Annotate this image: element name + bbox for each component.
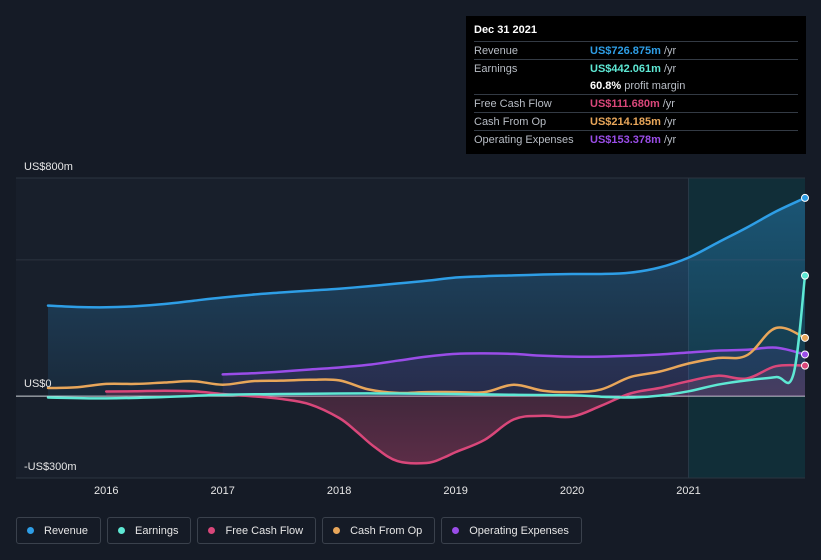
y-axis-labels: US$800m US$0 -US$300m <box>24 161 77 473</box>
tooltip-label: Cash From Op <box>474 115 547 128</box>
tooltip-value: US$111.680m <box>590 97 660 110</box>
tooltip-date: Dec 31 2021 <box>474 24 537 36</box>
legend-label: Earnings <box>135 524 179 537</box>
tooltip-value: US$214.185m <box>590 115 661 128</box>
legend: Revenue Earnings Free Cash Flow Cash Fro… <box>16 517 582 544</box>
legend-item-operating-expenses[interactable]: Operating Expenses <box>441 517 582 544</box>
tooltip-unit: /yr <box>663 44 677 57</box>
tooltip-panel: Dec 31 2021 Revenue US$726.875m /yr Earn… <box>466 16 806 154</box>
y-tick-label: -US$300m <box>24 461 77 473</box>
operating-expenses-line <box>221 346 807 376</box>
earnings-line <box>46 274 807 400</box>
tooltip-label: Operating Expenses <box>474 133 574 146</box>
free-cash-flow-endpoint <box>801 361 809 370</box>
legend-dot-icon <box>118 527 126 534</box>
revenue-line <box>46 196 807 309</box>
tooltip-unit: /yr <box>662 97 675 110</box>
legend-item-free-cash-flow[interactable]: Free Cash Flow <box>197 517 317 544</box>
tooltip-unit: profit margin <box>624 79 686 92</box>
tooltip-row-free-cash-flow: Free Cash Flow US$111.680m /yr <box>474 94 798 112</box>
tooltip-label: Free Cash Flow <box>474 97 552 110</box>
legend-label: Cash From Op <box>350 524 423 537</box>
x-tick-label: 2021 <box>676 485 700 497</box>
tooltip-row-profit-margin: 60.8% profit margin <box>474 77 798 94</box>
legend-item-revenue[interactable]: Revenue <box>16 517 102 544</box>
free-cash-flow-area <box>106 365 805 464</box>
tooltip-unit: /yr <box>663 62 677 75</box>
legend-dot-icon <box>452 527 460 534</box>
revenue-endpoint <box>801 193 809 202</box>
tooltip-unit: /yr <box>663 115 677 128</box>
legend-dot-icon <box>208 527 216 534</box>
legend-item-cash-from-op[interactable]: Cash From Op <box>322 517 436 544</box>
y-tick-label: US$800m <box>24 161 73 173</box>
tooltip-label: Earnings <box>474 62 518 75</box>
x-tick-label: 2020 <box>560 485 584 497</box>
legend-dot-icon <box>27 527 34 534</box>
tooltip-row-operating-expenses: Operating Expenses US$153.378m /yr <box>474 130 798 148</box>
legend-item-earnings[interactable]: Earnings <box>107 517 192 544</box>
legend-label: Free Cash Flow <box>225 524 304 537</box>
cash-from-op-line <box>46 326 807 395</box>
x-tick-label: 2019 <box>443 485 467 497</box>
tooltip-value: US$726.875m <box>590 44 661 57</box>
legend-label: Operating Expenses <box>469 524 569 537</box>
legend-label: Revenue <box>44 524 89 537</box>
operating-expenses-area <box>222 347 805 397</box>
tooltip-row-revenue: Revenue US$726.875m /yr <box>474 41 798 59</box>
y-tick-label: US$0 <box>24 378 52 390</box>
tooltip-label: Revenue <box>474 44 519 57</box>
operating-expenses-endpoint <box>801 350 809 359</box>
tooltip-row-earnings: Earnings US$442.061m /yr <box>474 59 798 77</box>
series-areas <box>48 197 805 464</box>
x-axis-labels: 2016 2017 2018 2019 2020 2021 <box>94 485 701 497</box>
tooltip-value: US$442.061m <box>590 62 661 75</box>
tooltip-unit: /yr <box>663 133 677 146</box>
series-endpoints <box>801 193 809 370</box>
tooltip-value: US$153.378m <box>590 133 661 146</box>
cash-from-op-endpoint <box>801 333 809 342</box>
x-tick-label: 2016 <box>94 485 118 497</box>
tooltip-row-cash-from-op: Cash From Op US$214.185m /yr <box>474 112 798 130</box>
earnings-endpoint <box>801 271 809 280</box>
x-tick-label: 2017 <box>210 485 234 497</box>
legend-dot-icon <box>333 527 341 534</box>
tooltip-value: 60.8% <box>590 79 622 92</box>
revenue-area <box>48 197 805 397</box>
series-lines <box>46 196 807 465</box>
x-tick-label: 2018 <box>327 485 351 497</box>
